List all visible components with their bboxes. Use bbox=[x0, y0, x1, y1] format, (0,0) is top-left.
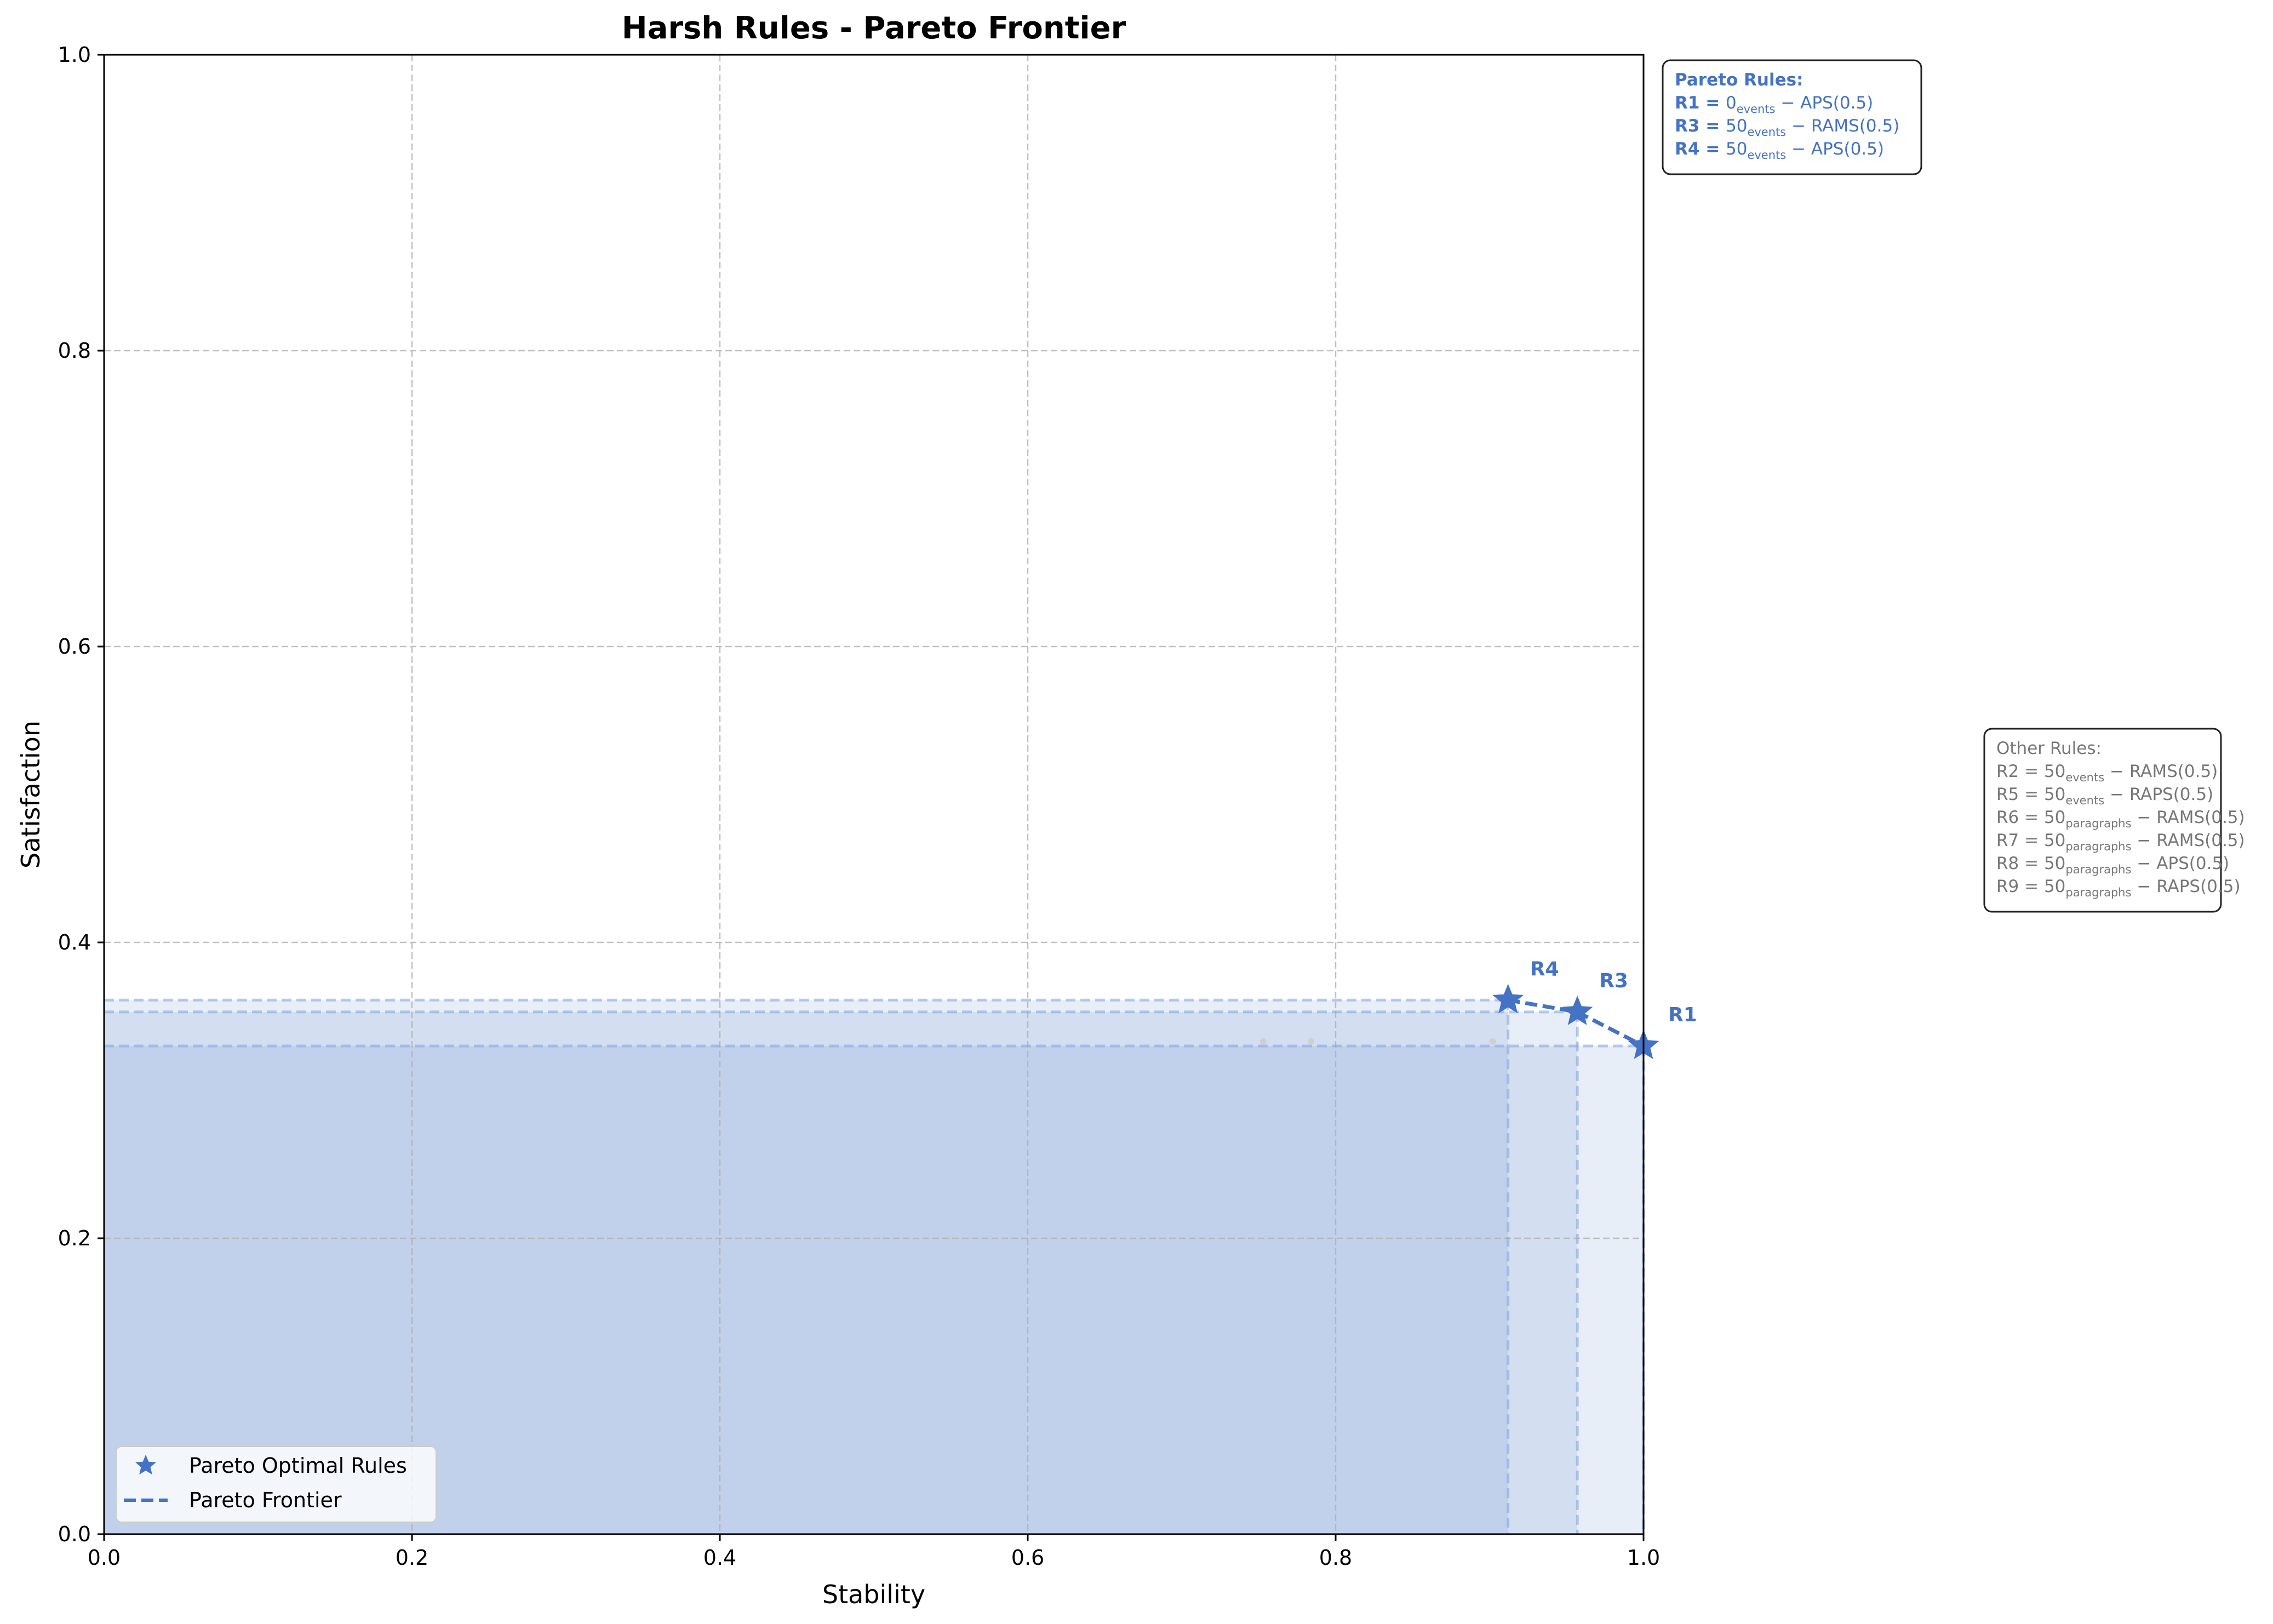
legend-box bbox=[116, 1446, 437, 1523]
y-tick-label: 0.8 bbox=[58, 339, 91, 363]
rule-subscript: paragraphs bbox=[2065, 840, 2131, 853]
rule-number: 50 bbox=[1726, 139, 1747, 159]
pareto-rules-box: Pareto Rules:R1 = 0events − APS(0.5)R3 =… bbox=[1662, 59, 1922, 175]
rule-line: R6 = 50paragraphs − RAMS(0.5) bbox=[1996, 808, 2245, 830]
rule-number: 50 bbox=[2044, 762, 2065, 781]
x-axis-label: Stability bbox=[822, 1580, 925, 1609]
rule-rest: − APS(0.5) bbox=[2132, 854, 2230, 873]
rule-number: 50 bbox=[1726, 116, 1747, 136]
pareto-point-star bbox=[1561, 996, 1593, 1025]
y-tick-label: 1.0 bbox=[58, 43, 91, 67]
rule-rest: − APS(0.5) bbox=[1786, 139, 1884, 159]
rule-line: R4 = 50events − APS(0.5) bbox=[1675, 139, 1884, 162]
rule-name: R5 = bbox=[1996, 785, 2044, 804]
rule-name: R1 = bbox=[1675, 93, 1726, 113]
rule-number: 0 bbox=[1726, 93, 1737, 113]
rule-rest: − RAMS(0.5) bbox=[2132, 808, 2245, 827]
rule-rest: − APS(0.5) bbox=[1776, 93, 1874, 113]
rule-rest: − RAPS(0.5) bbox=[2104, 785, 2213, 804]
x-tick-label: 0.0 bbox=[88, 1546, 121, 1570]
rule-box-title: Pareto Rules: bbox=[1675, 70, 1803, 90]
rule-box-title: Other Rules: bbox=[1996, 739, 2102, 758]
other-points bbox=[1259, 1038, 1496, 1045]
dominated-regions bbox=[104, 1000, 1644, 1534]
y-axis-label: Satisfaction bbox=[16, 720, 45, 868]
rule-name: R7 = bbox=[1996, 831, 2044, 850]
x-tick-label: 0.4 bbox=[703, 1546, 736, 1570]
rule-number: 50 bbox=[2044, 831, 2065, 850]
y-tick-label: 0.0 bbox=[58, 1522, 91, 1546]
rule-subscript: paragraphs bbox=[2065, 886, 2131, 899]
rule-line: R7 = 50paragraphs − RAMS(0.5) bbox=[1996, 831, 2245, 853]
rule-box-frame bbox=[1662, 59, 1922, 175]
other-rules-box: Other Rules:R2 = 50events − RAMS(0.5)R5 … bbox=[1983, 728, 2245, 913]
rule-line: R2 = 50events − RAMS(0.5) bbox=[1996, 762, 2218, 784]
rule-subscript: paragraphs bbox=[2065, 817, 2131, 830]
rule-line: R3 = 50events − RAMS(0.5) bbox=[1675, 116, 1899, 139]
rule-line: R9 = 50paragraphs − RAPS(0.5) bbox=[1996, 877, 2241, 899]
rule-subscript: events bbox=[1747, 148, 1786, 162]
rule-name: R3 = bbox=[1675, 116, 1726, 136]
x-tick-label: 0.8 bbox=[1319, 1546, 1352, 1570]
rule-subscript: events bbox=[1747, 125, 1786, 139]
rule-name: R6 = bbox=[1996, 808, 2044, 827]
chart-title: Harsh Rules - Pareto Frontier bbox=[622, 10, 1126, 46]
legend-label-pareto-frontier: Pareto Frontier bbox=[189, 1488, 342, 1512]
x-tick-label: 0.2 bbox=[396, 1546, 428, 1570]
rule-name: R8 = bbox=[1996, 854, 2044, 873]
rule-number: 50 bbox=[2044, 785, 2065, 804]
rule-subscript: events bbox=[1737, 102, 1776, 116]
rule-rest: − RAMS(0.5) bbox=[1786, 116, 1899, 136]
pareto-point-label: R4 bbox=[1530, 958, 1559, 980]
rule-subscript: events bbox=[2065, 794, 2104, 807]
rule-line: R5 = 50events − RAPS(0.5) bbox=[1996, 785, 2213, 807]
legend-label-pareto-optimal: Pareto Optimal Rules bbox=[189, 1454, 407, 1478]
pareto-point-label: R1 bbox=[1668, 1004, 1697, 1026]
rule-line: R8 = 50paragraphs − APS(0.5) bbox=[1996, 854, 2229, 876]
rule-line: R1 = 0events − APS(0.5) bbox=[1675, 93, 1873, 116]
rule-name: R9 = bbox=[1996, 877, 2044, 896]
rule-number: 50 bbox=[2044, 808, 2065, 827]
rule-number: 50 bbox=[2044, 854, 2065, 873]
y-tick-label: 0.6 bbox=[58, 634, 91, 659]
x-tick-label: 0.6 bbox=[1011, 1546, 1044, 1570]
dominated-region bbox=[104, 1000, 1508, 1534]
rule-rest: − RAPS(0.5) bbox=[2132, 877, 2241, 896]
x-tick-label: 1.0 bbox=[1627, 1546, 1660, 1570]
rule-subscript: paragraphs bbox=[2065, 863, 2131, 876]
pareto-point-label: R3 bbox=[1599, 970, 1628, 992]
rule-number: 50 bbox=[2044, 877, 2065, 896]
rule-name: R2 = bbox=[1996, 762, 2044, 781]
rule-box-frame bbox=[1983, 728, 2222, 913]
axis-ticks: 0.0 0.2 0.4 0.6 0.8 1.0 0.0 0.2 0.4 0.6 0.8 1.0 bbox=[58, 43, 1661, 1570]
rule-rest: − RAMS(0.5) bbox=[2132, 831, 2245, 850]
y-tick-label: 0.2 bbox=[58, 1226, 91, 1250]
rule-rest: − RAMS(0.5) bbox=[2104, 762, 2218, 781]
other-rule-point bbox=[1259, 1038, 1267, 1045]
rule-subscript: events bbox=[2065, 771, 2104, 784]
y-tick-label: 0.4 bbox=[58, 930, 91, 954]
pareto-point-star bbox=[1492, 983, 1524, 1014]
other-rule-point bbox=[1489, 1038, 1496, 1045]
rule-name: R4 = bbox=[1675, 139, 1726, 159]
pareto-points: R1 R3 R4 bbox=[1492, 958, 1697, 1059]
other-rule-point bbox=[1308, 1038, 1315, 1045]
legend-star-icon bbox=[135, 1455, 156, 1475]
legend: Pareto Optimal Rules Pareto Frontier bbox=[116, 1446, 437, 1523]
plot-frame bbox=[103, 54, 1645, 1535]
